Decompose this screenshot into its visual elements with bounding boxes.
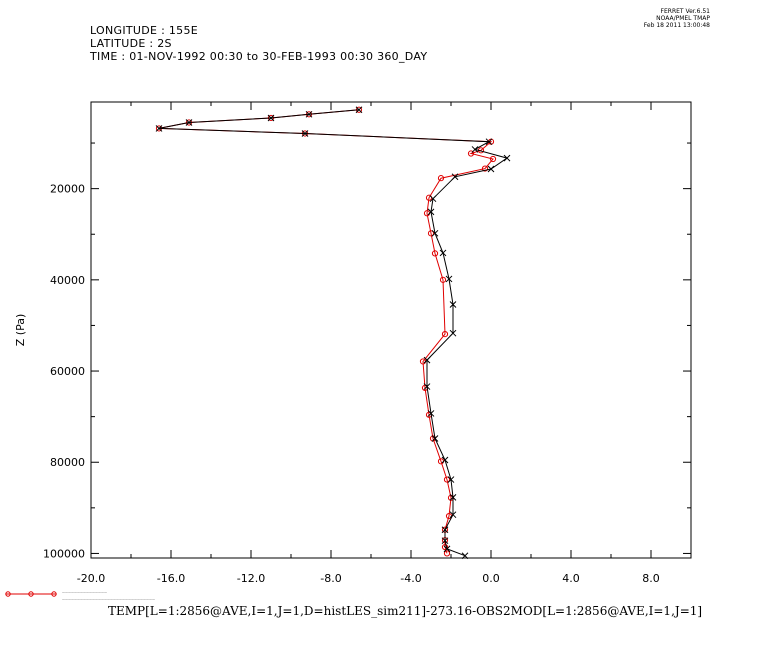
data-point xyxy=(471,146,479,153)
data-point xyxy=(443,550,451,557)
data-point xyxy=(439,276,447,283)
plot-caption: TEMP[L=1:2856@AVE,I=1,J=1,D=histLES_sim2… xyxy=(108,604,703,618)
data-point xyxy=(305,110,313,118)
series-line xyxy=(158,109,509,557)
data-point xyxy=(449,301,457,308)
y-tick-label: 40000 xyxy=(50,274,85,287)
data-point xyxy=(449,493,457,501)
data-point xyxy=(503,154,511,162)
data-point xyxy=(443,476,451,483)
data-point xyxy=(441,526,449,534)
x-tick-label: -12.0 xyxy=(237,572,265,585)
data-point xyxy=(423,356,431,364)
data-point xyxy=(441,537,449,545)
data-point xyxy=(485,138,493,146)
data-point xyxy=(467,150,475,157)
y-tick-label: 60000 xyxy=(50,365,85,378)
x-tick-label: 0.0 xyxy=(482,572,500,585)
data-point xyxy=(267,114,275,122)
legend-red-marker-1 xyxy=(5,591,11,597)
series-black-x xyxy=(155,106,511,560)
data-point xyxy=(301,130,309,137)
y-tick-label: 20000 xyxy=(50,183,85,196)
chart-series-layer xyxy=(155,106,511,560)
stamp-line-1: FERRET Ver.6.51 xyxy=(660,8,710,15)
latitude-label: LATITUDE : 2S xyxy=(90,37,172,50)
x-tick-label: -4.0 xyxy=(400,572,421,585)
y-tick-label: 100000 xyxy=(43,547,85,560)
data-point xyxy=(355,106,363,114)
data-point xyxy=(423,383,431,390)
data-point xyxy=(441,331,449,338)
data-point xyxy=(429,195,437,203)
stamp-line-2: NOAA/PMEL TMAP xyxy=(656,15,710,22)
data-point xyxy=(445,275,453,283)
data-point xyxy=(431,250,439,257)
data-point xyxy=(451,173,459,181)
data-point xyxy=(439,249,447,257)
data-point xyxy=(481,165,489,172)
legend-text-2: ——————————————————————————————— xyxy=(62,597,155,601)
y-tick-label: 80000 xyxy=(50,456,85,469)
data-point xyxy=(441,456,449,464)
y-axis-label: Z (Pa) xyxy=(14,314,27,347)
data-point xyxy=(441,543,449,551)
data-point xyxy=(427,410,435,417)
data-point xyxy=(185,119,193,126)
legend-red-marker-3 xyxy=(51,591,57,597)
data-point xyxy=(461,552,469,560)
data-point xyxy=(489,155,497,163)
x-tick-label: 4.0 xyxy=(562,572,580,585)
stamp-line-3: Feb 18 2011 13:00:48 xyxy=(643,22,710,29)
data-point xyxy=(155,125,163,132)
data-point xyxy=(427,208,435,216)
data-point xyxy=(431,229,439,237)
data-point xyxy=(443,545,451,553)
plot-frame xyxy=(90,101,692,559)
data-point xyxy=(437,175,445,182)
x-tick-label: -16.0 xyxy=(157,572,185,585)
data-point xyxy=(449,329,457,337)
data-point xyxy=(449,511,457,519)
data-point xyxy=(447,476,455,483)
time-range-label: TIME : 01-NOV-1992 00:30 to 30-FEB-1993 … xyxy=(90,50,428,63)
data-point xyxy=(431,435,439,442)
chart-axes: -20.0 -16.0 -12.0 -8.0 -4.0 0.0 4.0 8.0 20000 400… xyxy=(14,101,692,585)
ferret-version-stamp: FERRET Ver.6.51 NOAA/PMEL TMAP Feb 18 20… xyxy=(644,8,710,29)
legend-text-1: ——————————————— xyxy=(62,590,107,594)
data-point xyxy=(487,165,495,173)
x-tick-label: 8.0 xyxy=(642,572,660,585)
longitude-label: LONGITUDE : 155E xyxy=(90,24,199,37)
data-point xyxy=(427,230,435,237)
legend-red-marker-2 xyxy=(28,591,34,597)
series-red-circle xyxy=(155,106,497,557)
x-tick-label: -8.0 xyxy=(320,572,341,585)
x-tick-label: -20.0 xyxy=(77,572,105,585)
chart-legend: ——————————————— ————————————————————————… xyxy=(5,590,155,601)
